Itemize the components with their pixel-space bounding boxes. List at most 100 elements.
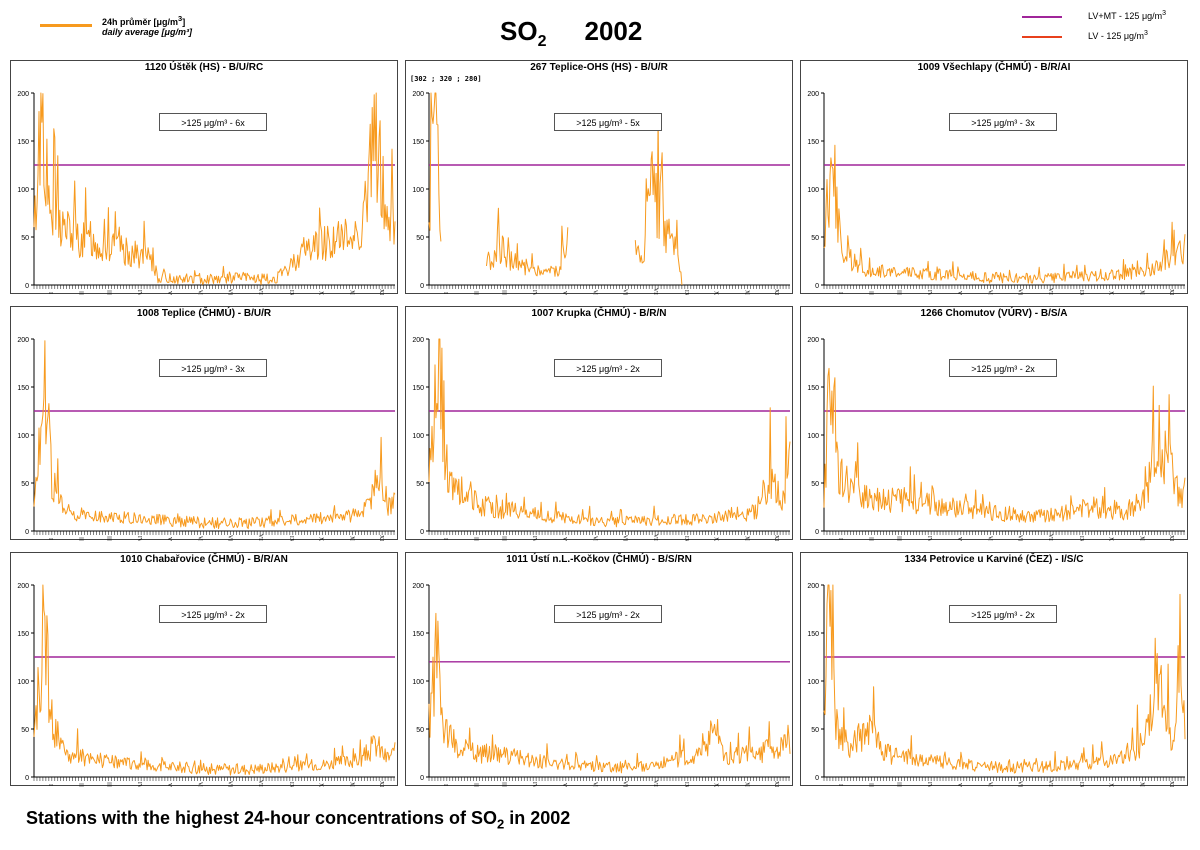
x-tick-label: I xyxy=(442,784,448,786)
y-tick-label: 200 xyxy=(412,337,424,344)
y-tick-label: 100 xyxy=(17,187,29,194)
x-tick-label: X xyxy=(318,783,324,787)
y-tick-label: 0 xyxy=(25,775,29,782)
x-tick-label: V xyxy=(561,291,567,295)
chart-panel: 1266 Chomutov (VÚRV) - B/S/A 0 50 100 150 200… xyxy=(800,306,1188,541)
y-tick-label: 150 xyxy=(807,631,819,638)
y-tick-label: 150 xyxy=(17,139,29,146)
x-tick-label: X xyxy=(318,537,324,541)
x-tick-label: XI xyxy=(1138,782,1144,787)
y-tick-label: 50 xyxy=(416,727,424,734)
y-tick-label: 50 xyxy=(21,727,29,734)
x-tick-label: IX xyxy=(683,536,689,541)
x-tick-label: X xyxy=(1108,537,1114,541)
y-tick-label: 0 xyxy=(25,529,29,536)
series-line xyxy=(33,584,396,776)
chart-title: 1011 Ústí n.L.-Kočkov (ČHMÚ) - B/S/RN xyxy=(506,554,692,565)
x-tick-label: X xyxy=(713,537,719,541)
x-tick-label: II xyxy=(868,783,874,787)
x-tick-label: VI xyxy=(987,290,993,295)
y-tick-label: 200 xyxy=(807,91,819,98)
y-tick-label: 0 xyxy=(815,529,819,536)
x-tick-label: XII xyxy=(773,781,779,787)
x-tick-label: II xyxy=(473,291,479,295)
y-tick-label: 100 xyxy=(807,679,819,686)
x-tick-label: VII xyxy=(1016,781,1022,787)
exceedance-label: >125 μg/m³ - 3x xyxy=(949,113,1057,131)
y-tick-label: 50 xyxy=(21,235,29,242)
x-tick-label: VI xyxy=(197,782,203,787)
chart-panel: 1008 Teplice (ČHMÚ) - B/U/R 0 50 100 150 200 I… xyxy=(10,306,398,541)
y-tick-label: 0 xyxy=(815,775,819,782)
x-tick-label: II xyxy=(78,291,84,295)
chart-title: 1120 Úštěk (HS) - B/U/RC xyxy=(144,62,264,73)
chart-panel: 1011 Ústí n.L.-Kočkov (ČHMÚ) - B/S/RN 0 50… xyxy=(405,552,793,787)
x-tick-label: IV xyxy=(136,536,142,541)
chart-panel: 267 Teplice-OHS (HS) - B/U/R [302 ; 320 ;… xyxy=(405,60,793,295)
x-tick-label: IX xyxy=(683,782,689,787)
y-tick-label: 150 xyxy=(17,385,29,392)
chart-title: 1010 Chabařovice (ČHMÚ) - B/R/AN xyxy=(120,554,288,565)
series-line xyxy=(33,340,396,530)
x-tick-label: III xyxy=(895,290,901,295)
y-tick-label: 100 xyxy=(807,187,819,194)
exceedance-label: >125 μg/m³ - 2x xyxy=(159,605,267,623)
y-tick-label: 150 xyxy=(807,139,819,146)
figure-caption: Stations with the highest 24-hour concen… xyxy=(26,808,571,832)
x-tick-label: VI xyxy=(987,536,993,541)
x-tick-label: V xyxy=(166,783,172,787)
x-tick-label: VIII xyxy=(1047,534,1053,541)
y-tick-label: 50 xyxy=(811,727,819,734)
x-tick-label: XI xyxy=(743,782,749,787)
y-tick-label: 150 xyxy=(412,631,424,638)
x-tick-label: VIII xyxy=(652,288,658,295)
x-tick-label: II xyxy=(473,783,479,787)
y-tick-label: 200 xyxy=(807,337,819,344)
x-tick-label: I xyxy=(47,292,53,294)
x-tick-label: VI xyxy=(987,782,993,787)
x-tick-label: XI xyxy=(348,290,354,295)
chart-title: 267 Teplice-OHS (HS) - B/U/R xyxy=(530,62,668,73)
series-legend-label-cz: 24h průměr [μg/m3] xyxy=(102,14,186,27)
x-tick-label: X xyxy=(1108,783,1114,787)
y-tick-label: 200 xyxy=(17,337,29,344)
y-tick-label: 200 xyxy=(17,583,29,590)
chart-title: 1007 Krupka (ČHMÚ) - B/R/N xyxy=(531,308,667,319)
x-tick-label: X xyxy=(1108,291,1114,295)
series-line xyxy=(823,367,1186,523)
x-tick-label: II xyxy=(78,783,84,787)
x-tick-label: VII xyxy=(1016,535,1022,541)
exceedance-label: >125 μg/m³ - 6x xyxy=(159,113,267,131)
series-line xyxy=(428,92,683,286)
chart-panel: 1010 Chabařovice (ČHMÚ) - B/R/AN 0 50 100 15… xyxy=(10,552,398,787)
x-tick-label: III xyxy=(105,782,111,787)
chart-panel: 1120 Úštěk (HS) - B/U/RC 0 50 100 150 200 I II I… xyxy=(10,60,398,295)
x-tick-label: XI xyxy=(1138,536,1144,541)
x-tick-label: IX xyxy=(1078,782,1084,787)
x-tick-label: III xyxy=(895,782,901,787)
x-tick-label: I xyxy=(837,784,843,786)
exceedance-label: >125 μg/m³ - 2x xyxy=(949,605,1057,623)
x-tick-label: XII xyxy=(1168,289,1174,295)
y-tick-label: 100 xyxy=(807,433,819,440)
chart-title: 1266 Chomutov (VÚRV) - B/S/A xyxy=(920,308,1068,319)
x-tick-label: VII xyxy=(621,535,627,541)
x-tick-label: IV xyxy=(531,782,537,787)
series-line xyxy=(428,612,791,774)
x-tick-label: IV xyxy=(926,536,932,541)
series-line xyxy=(823,144,1186,284)
x-tick-label: VI xyxy=(592,782,598,787)
y-tick-label: 50 xyxy=(811,481,819,488)
y-tick-label: 0 xyxy=(815,283,819,290)
x-tick-label: III xyxy=(500,536,506,541)
limit-legend-item-lvmt: LV+MT - 125 μg/m3 xyxy=(1022,10,1192,24)
x-tick-label: XI xyxy=(743,536,749,541)
x-tick-label: III xyxy=(500,782,506,787)
x-tick-label: IX xyxy=(288,782,294,787)
x-tick-label: VIII xyxy=(1047,780,1053,787)
